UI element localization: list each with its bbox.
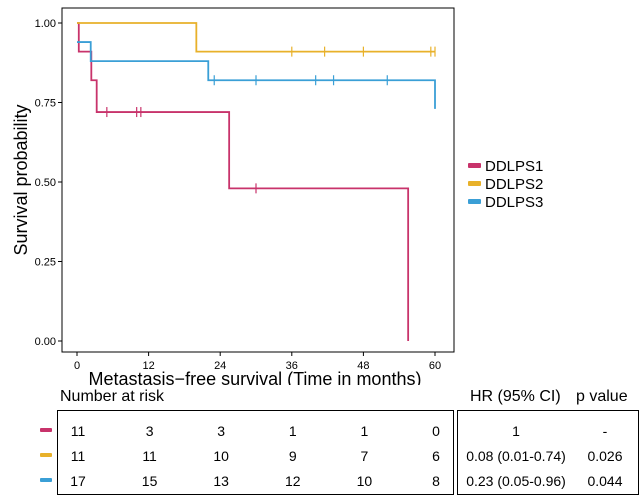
hr-value: 0.23 (0.05-0.96) [460, 469, 572, 493]
y-tick-label: 0.25 [35, 257, 56, 269]
hr-header: HR (95% CI) [470, 388, 561, 406]
y-tick-label: 0.50 [35, 177, 56, 189]
y-tick-label: 1.00 [35, 18, 56, 30]
risk-cell: 0 [421, 419, 451, 443]
risk-cell: 17 [63, 469, 93, 493]
risk-cell: 3 [135, 419, 165, 443]
risk-row: 11 11 10 9 7 6 [58, 444, 453, 468]
series-line-ddlps2 [77, 23, 435, 52]
series-layer [77, 23, 435, 341]
risk-cell: 11 [63, 419, 93, 443]
risk-cell: 6 [421, 444, 451, 468]
legend-swatch [468, 181, 481, 186]
risk-row: 11 3 3 1 1 0 [58, 419, 453, 443]
hr-value: 0.08 (0.01-0.74) [460, 444, 572, 468]
km-chart: 0 12 24 36 48 600.000.250.500.751.00 DDLPS1DD… [0, 0, 643, 385]
p-value: 0.044 [574, 469, 636, 493]
legend-label: DDLPS3 [485, 194, 543, 211]
risk-row-swatch [40, 453, 52, 457]
risk-cell: 11 [63, 444, 93, 468]
risk-row-swatch [40, 478, 52, 482]
risk-cell: 11 [135, 444, 165, 468]
risk-cell: 1 [278, 419, 308, 443]
risk-cell: 9 [278, 444, 308, 468]
p-value: - [574, 419, 636, 443]
risk-cell: 12 [278, 469, 308, 493]
risk-row: 17 15 13 12 10 8 [58, 469, 453, 493]
legend-swatch [468, 199, 481, 204]
risk-table-title: Number at risk [60, 388, 164, 406]
hr-value: 1 [460, 419, 572, 443]
risk-table: 11 3 3 1 1 0 11 11 10 9 7 6 17 15 13 12 10 8 [57, 410, 454, 495]
axis-ticks: 0 12 24 36 48 600.000.250.500.751.00 [35, 18, 442, 372]
risk-row-swatch [40, 428, 52, 432]
risk-cell: 10 [349, 469, 379, 493]
x-axis-label: Metastasis−free survival (Time in months… [89, 369, 422, 385]
series-line-ddlps1 [77, 23, 408, 341]
risk-cell: 10 [206, 444, 236, 468]
x-tick-label: 0 [74, 360, 80, 372]
risk-cell: 3 [206, 419, 236, 443]
plot-panel [62, 8, 454, 352]
risk-cell: 1 [349, 419, 379, 443]
y-tick-label: 0.75 [35, 98, 56, 110]
p-value-header: p value [576, 388, 628, 406]
legend-label: DDLPS2 [485, 176, 543, 193]
risk-cell: 8 [421, 469, 451, 493]
legend-label: DDLPS1 [485, 158, 543, 175]
risk-cell: 7 [349, 444, 379, 468]
legend-swatch [468, 163, 481, 168]
hr-table: 1-0.08 (0.01-0.74) 0.026 0.23 (0.05-0.96) 0… [457, 410, 639, 495]
risk-cell: 13 [206, 469, 236, 493]
x-tick-label: 60 [429, 360, 441, 372]
p-value: 0.026 [574, 444, 636, 468]
y-tick-label: 0.00 [35, 336, 56, 348]
risk-cell: 15 [135, 469, 165, 493]
y-axis-label: Survival probability [11, 104, 31, 255]
